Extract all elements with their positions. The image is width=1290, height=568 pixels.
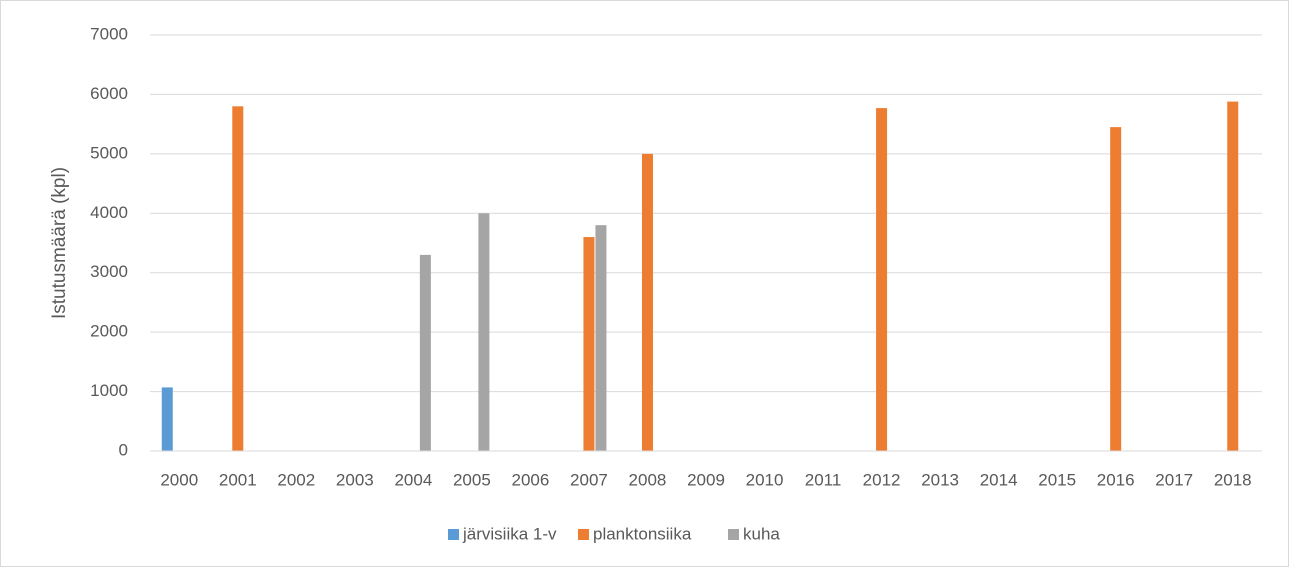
x-tick-label: 2013	[921, 470, 959, 489]
bar	[641, 153, 653, 451]
x-tick-label: 2007	[570, 470, 608, 489]
x-tick-label: 2008	[629, 470, 667, 489]
y-tick-label: 4000	[90, 203, 128, 222]
x-tick-label: 2015	[1038, 470, 1076, 489]
bar	[876, 108, 888, 452]
x-tick-label: 2009	[687, 470, 725, 489]
x-tick-label: 2010	[746, 470, 784, 489]
y-tick-label: 1000	[90, 381, 128, 400]
legend-swatch	[728, 529, 739, 540]
x-tick-label: 2001	[219, 470, 257, 489]
x-tick-label: 2002	[277, 470, 315, 489]
bar	[1110, 127, 1122, 451]
y-tick-label: 7000	[90, 24, 128, 43]
legend-swatch	[578, 529, 589, 540]
y-tick-label: 3000	[90, 262, 128, 281]
x-tick-label: 2005	[453, 470, 491, 489]
x-tick-label: 2006	[512, 470, 550, 489]
bar	[232, 106, 244, 452]
x-tick-label: 2004	[394, 470, 432, 489]
legend-swatch	[448, 529, 459, 540]
y-tick-label: 5000	[90, 143, 128, 162]
y-tick-label: 2000	[90, 322, 128, 341]
y-tick-label: 6000	[90, 84, 128, 103]
bar	[161, 387, 173, 451]
legend-label: planktonsiika	[593, 524, 692, 543]
bar	[595, 225, 607, 451]
bar	[1227, 101, 1239, 451]
y-axis-label: Istutusmäärä (kpl)	[49, 167, 70, 319]
x-tick-label: 2011	[805, 470, 842, 489]
x-tick-label: 2016	[1097, 470, 1135, 489]
x-tick-label: 2017	[1155, 470, 1193, 489]
bar	[583, 237, 595, 451]
x-tick-label: 2012	[863, 470, 901, 489]
legend-label: kuha	[743, 524, 780, 543]
bar	[478, 213, 490, 451]
x-tick-label: 2014	[980, 470, 1018, 489]
x-tick-label: 2003	[336, 470, 374, 489]
y-tick-label: 0	[119, 440, 128, 459]
x-tick-label: 2000	[160, 470, 198, 489]
bar	[419, 254, 431, 451]
x-tick-label: 2018	[1214, 470, 1252, 489]
legend-label: järvisiika 1-v	[462, 524, 557, 543]
